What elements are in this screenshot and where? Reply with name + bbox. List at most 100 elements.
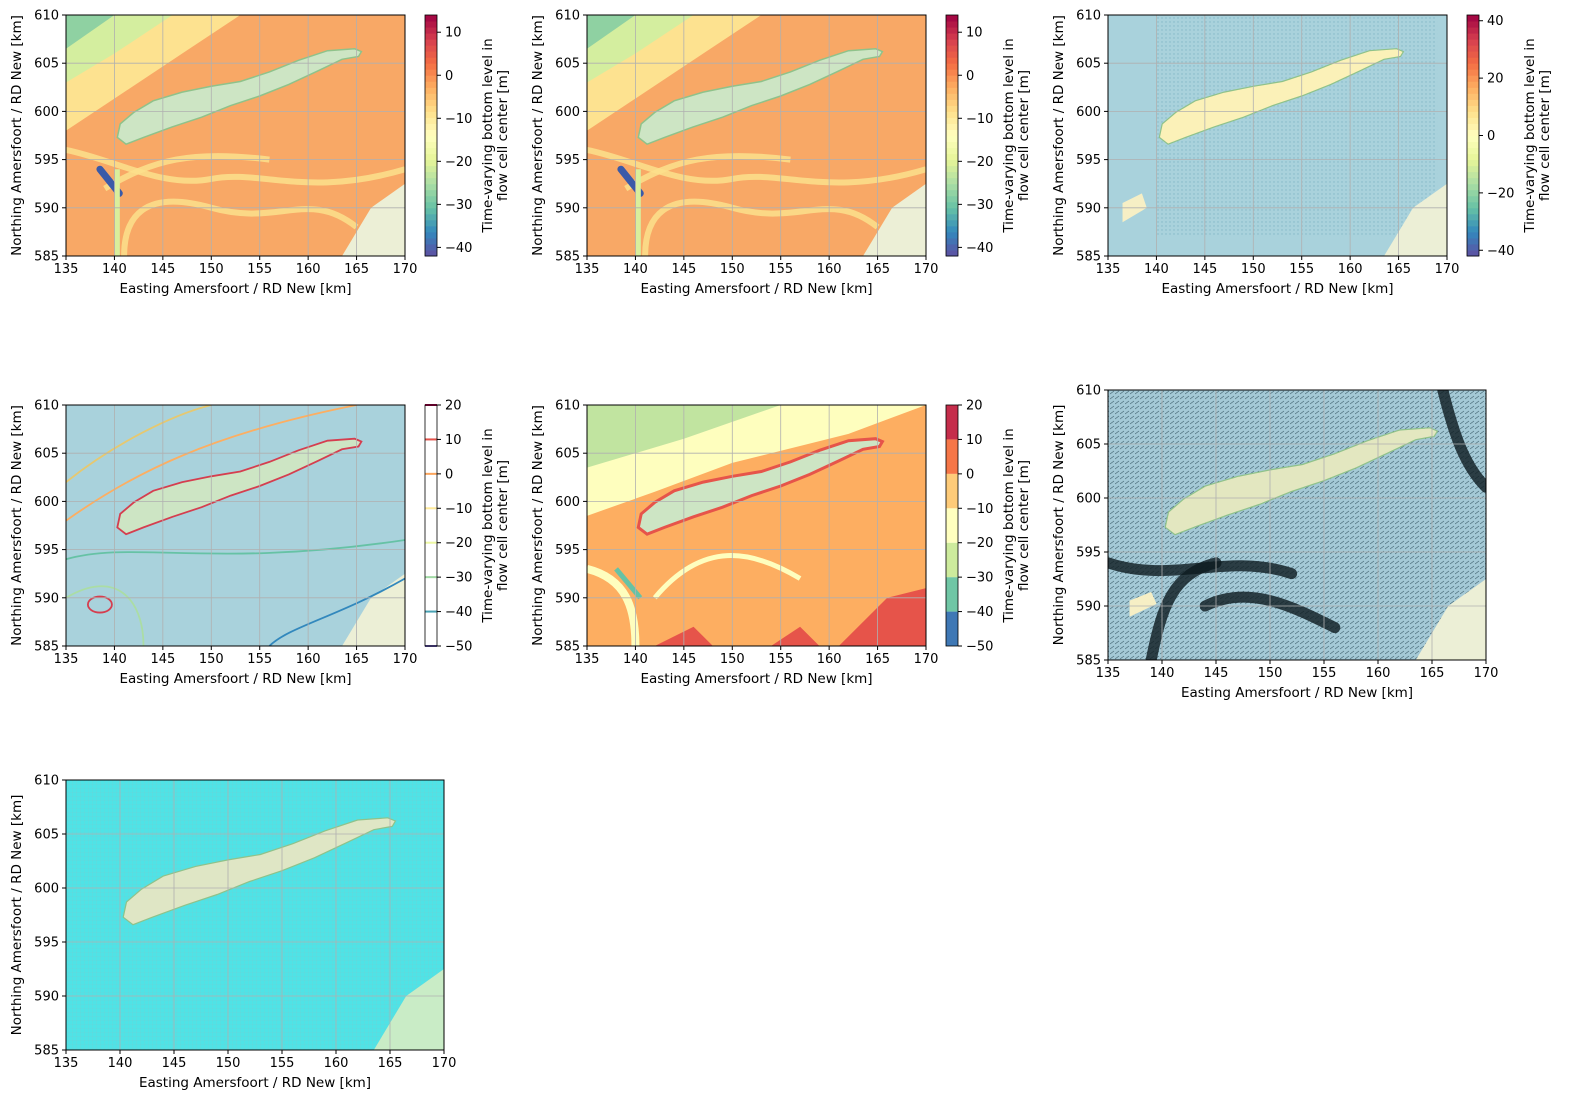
x-tick-label: 150 (720, 262, 745, 277)
x-tick-label: 155 (1289, 262, 1314, 277)
colorbar-segment (1467, 177, 1479, 185)
x-tick-label: 170 (1435, 262, 1460, 277)
x-tick-label: 145 (150, 652, 175, 667)
x-tick-label: 165 (1420, 666, 1445, 681)
colorbar-segment (1467, 195, 1479, 203)
level-band (771, 626, 820, 646)
colorbar-segment (425, 165, 437, 173)
x-tick-label: 140 (108, 1056, 133, 1071)
y-tick-label: 610 (1076, 384, 1101, 399)
x-tick-label: 135 (1096, 666, 1121, 681)
colorbar-segment (425, 249, 437, 257)
colorbar-segment (946, 57, 958, 64)
colorbar-segment (1467, 39, 1479, 46)
x-tick-label: 145 (162, 1056, 187, 1071)
colorbar-segment (946, 87, 958, 94)
colorbar-segment (1467, 93, 1479, 100)
x-tick-label: 150 (720, 652, 745, 667)
x-tick-label: 170 (914, 652, 939, 667)
contour-line (66, 405, 357, 522)
mainland (1415, 579, 1486, 660)
colorbar-segment (946, 39, 958, 46)
y-tick-label: 610 (34, 399, 59, 414)
colorbar-tick-label: 0 (966, 69, 974, 84)
colorbar-segment (1467, 15, 1479, 22)
x-tick-label: 135 (54, 1056, 79, 1071)
colorbar-tick-label: −40 (445, 605, 472, 620)
colorbar-segment (946, 213, 958, 221)
x-tick-label: 165 (344, 652, 369, 667)
colorbar-segment (1467, 225, 1479, 233)
colorbar-segment (425, 141, 437, 149)
level-band (614, 567, 643, 600)
colorbar-segment (1467, 117, 1479, 124)
colorbar-segment (1467, 171, 1479, 179)
colorbar-segment (946, 21, 958, 28)
x-tick-label: 145 (1192, 262, 1217, 277)
colorbar-tick-label: −40 (966, 241, 993, 256)
colorbar-segment (425, 15, 437, 22)
x-axis-label: Easting Amersfoort / RD New [km] (139, 1075, 371, 1091)
colorbar-segment (946, 171, 958, 179)
x-tick-label: 150 (216, 1056, 241, 1071)
colorbar-segment (425, 231, 437, 239)
y-tick-label: 590 (34, 591, 59, 606)
island (1164, 427, 1439, 536)
colorbar-segment (425, 577, 437, 612)
colorbar-segment (425, 51, 437, 58)
island (636, 437, 885, 536)
y-tick-label: 595 (1076, 153, 1101, 168)
colorbar-tick-label: −40 (445, 241, 472, 256)
colorbar-segment (946, 249, 958, 257)
y-tick-label: 600 (555, 495, 580, 510)
colorbar-segment (946, 33, 958, 40)
colorbar-frame (424, 14, 438, 257)
y-tick-label: 585 (34, 1044, 59, 1059)
colorbar-segment (946, 99, 958, 106)
x-tick-label: 150 (199, 652, 224, 667)
colorbar-segment (425, 21, 437, 28)
y-tick-label: 585 (555, 250, 580, 265)
subplot-7: 135 140 145 150 155 160 165 170 585 590 595 600 605 6… (9, 774, 456, 1092)
y-tick-label: 585 (1076, 654, 1101, 669)
x-tick-label: 160 (296, 652, 321, 667)
x-tick-label: 135 (54, 652, 79, 667)
y-tick-label: 600 (1076, 105, 1101, 120)
colorbar-frame (945, 404, 959, 647)
colorbar-tick-label: −20 (966, 536, 993, 551)
y-tick-label: 585 (34, 250, 59, 265)
colorbar-tick-label: −20 (966, 155, 993, 170)
y-tick-label: 600 (34, 105, 59, 120)
x-tick-label: 155 (270, 1056, 295, 1071)
y-tick-label: 595 (34, 543, 59, 558)
plot-area (66, 780, 444, 1050)
axes-frame (65, 404, 406, 647)
colorbar: 20 10 0 −10 −20 −30 −40 −50 Time-varying bottom … (424, 399, 511, 655)
level-band (838, 588, 926, 646)
colorbar-segment (946, 27, 958, 34)
colorbar-tick-label: −40 (966, 605, 993, 620)
colorbar-segment (1467, 33, 1479, 40)
colorbar-segment (425, 27, 437, 34)
colorbar-segment (946, 177, 958, 185)
colorbar-segment (425, 99, 437, 106)
colorbar-segment (425, 33, 437, 40)
x-tick-label: 155 (247, 652, 272, 667)
colorbar-tick-label: −30 (445, 198, 472, 213)
colorbar-segment (425, 159, 437, 167)
colorbar-segment (946, 69, 958, 76)
y-tick-label: 610 (555, 9, 580, 24)
plot-area (66, 15, 405, 256)
x-tick-label: 160 (817, 652, 842, 667)
x-axis-label: Easting Amersfoort / RD New [km] (1161, 281, 1393, 297)
x-tick-label: 155 (768, 262, 793, 277)
subplot-6: 135 140 145 150 155 160 165 170 585 590 595 600 605 6… (1051, 384, 1498, 702)
y-tick-label: 605 (34, 447, 59, 462)
y-tick-label: 610 (555, 399, 580, 414)
y-tick-label: 605 (1076, 57, 1101, 72)
x-tick-label: 155 (247, 262, 272, 277)
y-tick-label: 595 (1076, 546, 1101, 561)
subplot-5: 135 140 145 150 155 160 165 170 585 590 595 600 605 6… (530, 399, 1032, 688)
colorbar-segment (1467, 219, 1479, 227)
